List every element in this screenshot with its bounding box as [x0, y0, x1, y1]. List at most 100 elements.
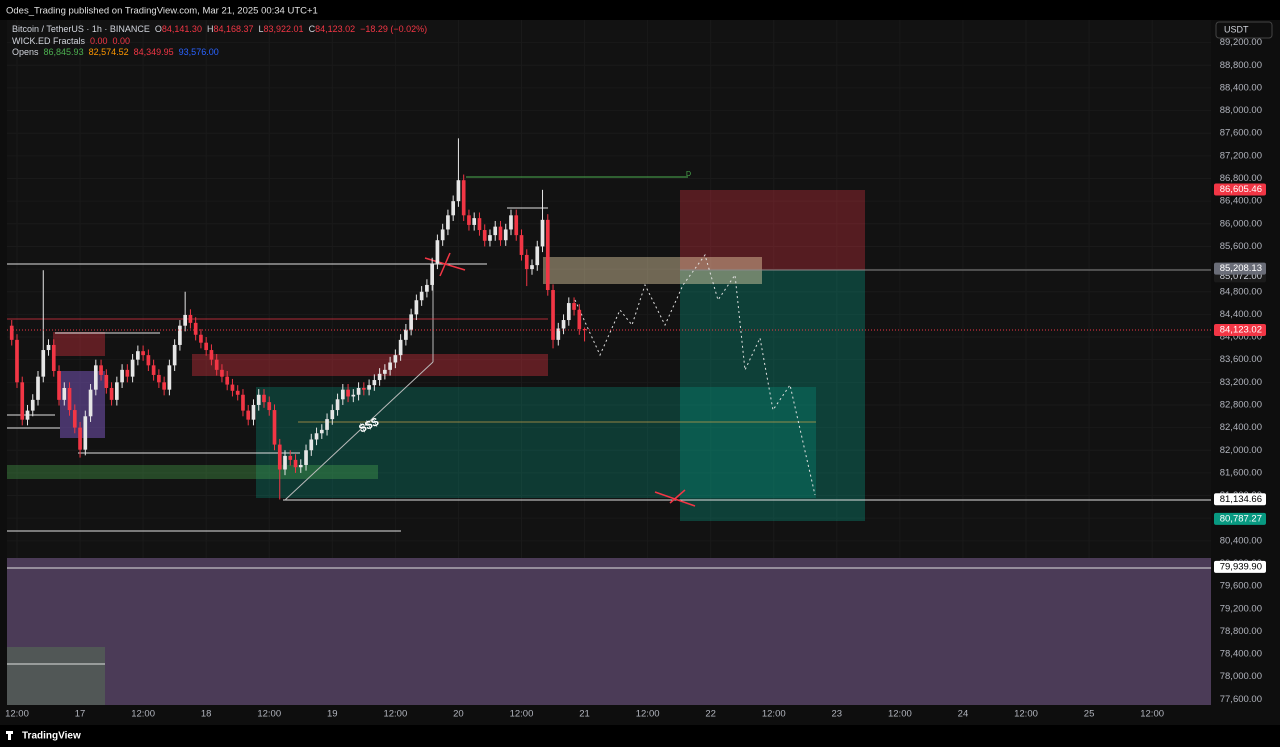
candle-body: [136, 351, 140, 360]
candle-body: [293, 459, 298, 468]
candle-body: [351, 394, 356, 397]
price-label: 79,939.90: [1220, 561, 1262, 572]
candle-body: [256, 394, 261, 405]
zone: [60, 371, 105, 438]
candle-body: [440, 229, 445, 241]
y-tick-label: 78,400.00: [1220, 649, 1262, 660]
candle-body: [383, 369, 387, 374]
candle-body: [540, 219, 545, 247]
candle-body: [330, 410, 335, 420]
candle-body: [556, 328, 561, 340]
y-tick-label: 85,600.00: [1220, 241, 1262, 252]
candle-body: [267, 402, 272, 411]
lines: [7, 176, 1211, 665]
candle-body: [272, 410, 277, 445]
price-label-box: [1214, 183, 1266, 196]
candle-body: [509, 215, 513, 230]
candle-body: [566, 303, 571, 321]
candle-body: [346, 389, 350, 397]
legend: Bitcoin / TetherUS · 1h · BINANCE O84,141…: [12, 24, 427, 57]
candle-body: [193, 322, 198, 335]
candle-body: [146, 355, 151, 366]
zone: [192, 354, 548, 376]
zone: [7, 647, 105, 705]
candle-body: [456, 180, 461, 202]
legend-item: 83,922.01: [264, 24, 304, 34]
y-tick-label: 88,000.00: [1220, 105, 1262, 116]
price-label-box: [1214, 512, 1266, 525]
candle-body: [414, 300, 419, 315]
logo: [6, 731, 13, 740]
y-tick-label: 82,400.00: [1220, 422, 1262, 433]
currency-box[interactable]: [1215, 21, 1273, 39]
candle-body: [104, 374, 109, 388]
legend-item: 86,845.93: [44, 47, 84, 57]
candle-body: [524, 254, 529, 270]
candle-body: [251, 404, 256, 420]
publish-note: Odes_Trading published on TradingView.co…: [6, 6, 318, 17]
candle-body: [15, 339, 19, 383]
x-tick-label: 18: [201, 709, 212, 720]
x-tick-label: 12:00: [888, 709, 912, 720]
candle-body: [425, 284, 429, 292]
price-label: 84,123.02: [1220, 325, 1262, 336]
price-label-box: [1214, 560, 1266, 573]
candle-body: [404, 329, 408, 340]
candle-body: [246, 410, 251, 420]
y-tick-label: 82,000.00: [1220, 445, 1262, 456]
candle-body: [99, 365, 103, 375]
candle-body: [188, 314, 193, 323]
zone: [7, 465, 378, 479]
candle-body: [572, 303, 576, 310]
candle-body: [582, 329, 587, 331]
candle-body: [241, 394, 245, 411]
x-tick-label: 12:00: [1140, 709, 1164, 720]
x-tick-label: 19: [327, 709, 338, 720]
annotation: D: [686, 171, 691, 178]
brand: TradingView: [22, 731, 81, 742]
legend-item: C: [309, 24, 316, 34]
candle-body: [151, 365, 156, 375]
y-tick-label: 78,000.00: [1220, 671, 1262, 682]
candle-body: [519, 235, 524, 255]
candle-body: [367, 385, 371, 390]
candle-body: [472, 218, 477, 225]
candle-body: [183, 314, 187, 326]
x-tick-label: 12:00: [636, 709, 660, 720]
legend-item: 93,576.00: [179, 47, 219, 57]
candle-body: [41, 350, 46, 377]
candle-body: [114, 382, 119, 400]
candle-body: [109, 387, 114, 400]
legend-item: L: [259, 24, 264, 34]
candle-body: [393, 355, 398, 363]
candle-body: [88, 389, 93, 417]
candle-body: [545, 219, 550, 291]
candle-body: [78, 427, 82, 450]
y-tick-label: 77,600.00: [1220, 694, 1262, 705]
candle-body: [561, 320, 566, 329]
x-tick-label: 21: [579, 709, 590, 720]
candle-body: [283, 455, 287, 470]
candle-body: [277, 444, 282, 470]
bottom-bar: [0, 725, 1280, 747]
candle-body: [83, 416, 88, 450]
price-label: 85,072.00: [1220, 271, 1262, 282]
candle-body: [577, 309, 582, 330]
candle-body: [319, 429, 324, 434]
candle-body: [388, 362, 392, 370]
candle-body: [51, 344, 56, 371]
candle-body: [493, 226, 498, 236]
candle-body: [340, 389, 345, 400]
candle-body: [167, 365, 172, 390]
candle-body: [72, 410, 77, 428]
y-tick-label: 83,200.00: [1220, 377, 1262, 388]
candle-body: [30, 399, 35, 411]
candle-body: [461, 180, 466, 216]
y-tick-label: 87,200.00: [1220, 150, 1262, 161]
x-tick-label: 24: [958, 709, 969, 720]
y-tick-label: 88,800.00: [1220, 60, 1262, 71]
candle-body: [430, 263, 434, 285]
candle-body: [46, 344, 51, 351]
y-tick-label: 89,200.00: [1220, 37, 1262, 48]
